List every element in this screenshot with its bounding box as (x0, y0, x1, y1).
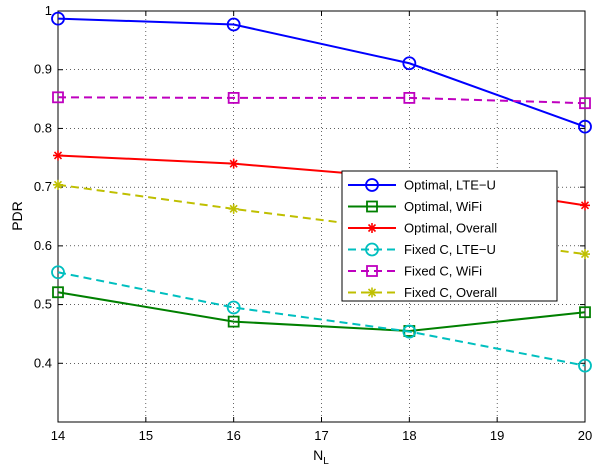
data-point (580, 200, 590, 211)
legend-label: Optimal, LTE−U (404, 178, 496, 193)
legend-box (341, 170, 558, 302)
y-axis-label: PDR (9, 201, 25, 231)
data-point (53, 179, 63, 190)
legend-entry: Fixed C, Overall (348, 285, 497, 300)
data-point (228, 158, 239, 169)
data-point (52, 91, 64, 104)
y-tick-label: 0.9 (34, 62, 52, 77)
data-point (51, 11, 65, 26)
x-tick-label: 19 (490, 428, 504, 443)
legend-marker (365, 178, 379, 192)
data-point (579, 97, 591, 110)
x-tick-label: 14 (51, 428, 65, 443)
x-tick-label: 15 (139, 428, 153, 443)
legend-entry: Fixed C, LTE−U (348, 242, 496, 257)
legend-entry: Optimal, Overall (348, 221, 497, 236)
data-point (578, 358, 592, 373)
legend-entry: Optimal, LTE−U (348, 178, 496, 193)
series-line (57, 96, 586, 105)
legend-label: Optimal, WiFi (404, 199, 482, 214)
legend-marker (367, 223, 377, 233)
legend-entry: Optimal, WiFi (348, 199, 482, 214)
data-point (52, 286, 64, 299)
data-point (228, 203, 239, 214)
x-tick-label: 18 (402, 428, 416, 443)
legend-marker (366, 265, 378, 277)
series-line (57, 17, 586, 128)
x-tick-label: 17 (314, 428, 328, 443)
data-point (53, 150, 63, 161)
y-tick-label: 0.4 (34, 355, 52, 370)
data-point (579, 306, 591, 319)
data-point (580, 249, 590, 260)
legend-label: Fixed C, LTE−U (404, 242, 496, 257)
data-point (226, 300, 241, 315)
x-axis-label: NL (313, 447, 329, 467)
data-point (226, 17, 241, 32)
axis-ticks: 14 15 16 17 18 19 20 0.4 0.5 0.6 0.7 0.8 0.9 1 (34, 3, 592, 443)
y-tick-label: 0.5 (34, 297, 52, 312)
legend: Optimal, LTE−U Optimal, WiFi Optimal, Over… (341, 170, 558, 302)
y-tick-label: 0.8 (34, 120, 52, 135)
legend-label: Optimal, Overall (404, 221, 497, 236)
data-point (51, 265, 65, 280)
x-tick-label: 16 (226, 428, 240, 443)
legend-marker (367, 287, 377, 298)
legend-entry: Fixed C, WiFi (348, 264, 482, 279)
data-point (578, 119, 592, 134)
legend-label: Fixed C, Overall (404, 285, 497, 300)
series-line (57, 291, 586, 332)
legend-marker (365, 242, 379, 257)
data-point (227, 91, 240, 104)
data-point (402, 324, 417, 339)
series-4 (51, 265, 592, 373)
x-tick-label: 20 (578, 428, 592, 443)
series-1 (51, 11, 592, 134)
series-line (57, 271, 586, 367)
legend-label: Fixed C, WiFi (404, 264, 482, 279)
y-tick-label: 1 (45, 3, 52, 18)
grid (58, 11, 585, 422)
data-point (227, 315, 240, 328)
y-tick-label: 0.7 (34, 179, 52, 194)
y-tick-label: 0.6 (34, 238, 52, 253)
data-point (403, 91, 416, 104)
series-5 (52, 91, 591, 110)
legend-marker (366, 200, 378, 213)
data-point (402, 56, 417, 71)
